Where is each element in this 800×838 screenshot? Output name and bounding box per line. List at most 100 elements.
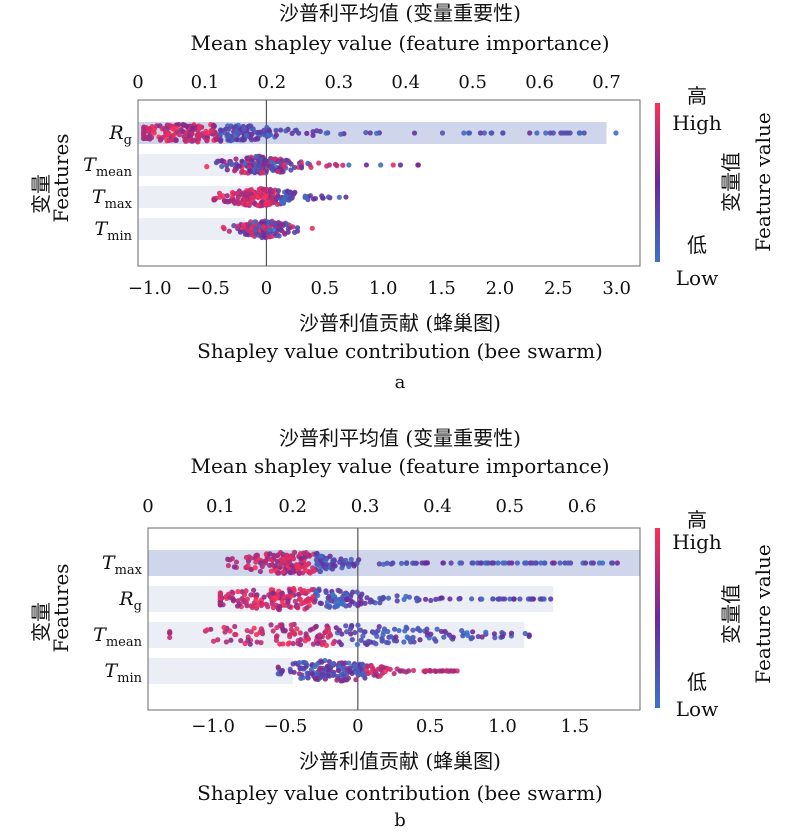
swarm-point (360, 670, 366, 677)
swarm-point (291, 549, 298, 555)
swarm-point (252, 227, 258, 233)
swarm-point (297, 596, 304, 603)
swarm-point (582, 560, 589, 566)
top-tick-label: 0.5 (495, 496, 524, 517)
swarm-point (230, 590, 236, 596)
swarm-point (259, 601, 266, 607)
swarm-point (280, 628, 286, 634)
swarm-point (272, 220, 278, 227)
swarm-point (380, 595, 387, 601)
swarm-point (549, 560, 556, 566)
swarm-point (343, 623, 349, 629)
swarm-point (224, 193, 230, 199)
swarm-point (428, 631, 434, 637)
feature-sub: g (124, 133, 132, 148)
swarm-point (376, 561, 382, 567)
bottom-tick-label: 1.0 (369, 278, 398, 299)
swarm-point (541, 596, 547, 602)
swarm-point (273, 127, 279, 134)
top-tick-label: 0.6 (568, 496, 597, 517)
swarm-point (290, 585, 297, 592)
bottom-tick-label: 0 (261, 278, 272, 299)
colorbar-high-cn: 高 (687, 84, 707, 108)
swarm-point (239, 595, 245, 602)
swarm-point (275, 192, 281, 198)
swarm-point (287, 589, 293, 595)
swarm-point (405, 668, 412, 674)
feature-main: T (92, 186, 106, 208)
swarm-point (475, 633, 481, 640)
swarm-point (287, 634, 293, 640)
swarm-point (351, 563, 357, 569)
plot-frame (147, 527, 641, 711)
swarm-point (304, 130, 310, 136)
swarm-point (224, 167, 230, 173)
swarm-point (340, 162, 346, 168)
swarm-point (279, 591, 285, 597)
swarm-point (158, 136, 164, 142)
swarm-point (340, 660, 347, 666)
swarm-point (291, 669, 297, 675)
swarm-point (167, 634, 173, 640)
colorbar-label-cn: 变量值 (719, 584, 743, 644)
swarm-point (316, 160, 322, 166)
swarm-point (325, 626, 331, 633)
swarm-point (216, 190, 223, 196)
swarm-point (239, 168, 245, 174)
top-tick-label: 0 (132, 72, 143, 93)
swarm-point (243, 554, 249, 561)
feature-sub: max (105, 197, 133, 212)
swarm-point (485, 560, 492, 566)
swarm-point (384, 560, 390, 566)
swarm-point (307, 570, 313, 576)
swarm-point (258, 640, 264, 646)
feature-main: T (83, 154, 97, 176)
top-tick-label: 0.4 (391, 72, 420, 93)
swarm-point (291, 164, 298, 171)
top-tick-label: 0.5 (458, 72, 487, 93)
swarm-point (502, 560, 508, 566)
swarm-point (331, 557, 337, 563)
swarm-point (186, 137, 192, 143)
swarm-point (557, 560, 563, 566)
swarm-point (441, 634, 447, 640)
bottom-tick-label: −0.5 (186, 278, 230, 299)
swarm-point (354, 589, 360, 595)
swarm-point (268, 568, 274, 574)
y-axis-label-en: Features (49, 133, 73, 222)
swarm-point (316, 666, 323, 672)
swarm-point (233, 559, 240, 565)
swarm-point (223, 639, 229, 645)
swarm-point (291, 191, 297, 197)
swarm-point (526, 632, 532, 638)
swarm-point (401, 596, 407, 602)
swarm-point (308, 667, 314, 673)
swarm-point (258, 156, 264, 162)
swarm-point (343, 194, 349, 200)
swarm-point (438, 668, 444, 674)
swarm-point (298, 636, 304, 643)
swarm-point (225, 134, 231, 140)
swarm-point (255, 136, 261, 142)
swarm-point (317, 568, 324, 575)
swarm-point (508, 630, 515, 636)
swarm-point (326, 667, 332, 673)
swarm-point (288, 553, 295, 559)
swarm-point (466, 130, 473, 136)
swarm-point (385, 628, 391, 635)
swarm-point (244, 627, 250, 634)
swarm-point (614, 560, 620, 566)
bottom-tick-label: 0.5 (416, 716, 445, 737)
swarm-point (378, 162, 384, 168)
swarm-point (397, 668, 403, 674)
swarm-point (247, 123, 253, 129)
swarm-point (256, 232, 262, 238)
feature-label: Tmax (102, 552, 143, 578)
swarm-point (166, 137, 172, 143)
swarm-point (260, 186, 267, 192)
swarm-point (365, 670, 371, 677)
bottom-tick-label: 3.0 (602, 278, 631, 299)
swarm-point (204, 627, 210, 633)
swarm-point (258, 169, 264, 176)
y-axis-label-cn: 变量 (29, 174, 53, 214)
